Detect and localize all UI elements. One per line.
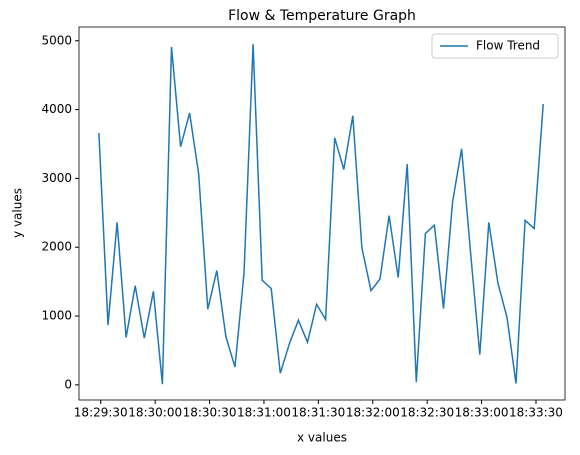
y-tick-label: 1000 xyxy=(41,309,72,323)
x-tick-label: 18:32:30 xyxy=(400,406,454,420)
y-tick-label: 2000 xyxy=(41,240,72,254)
y-tick-label: 4000 xyxy=(41,102,72,116)
x-tick-label: 18:29:30 xyxy=(74,406,128,420)
axes-frame xyxy=(78,26,566,401)
y-tick-label: 5000 xyxy=(41,33,72,47)
x-tick-label: 18:31:30 xyxy=(291,406,345,420)
x-tick-label: 18:33:00 xyxy=(455,406,509,420)
x-tick-label: 18:33:30 xyxy=(509,406,563,420)
x-axis-label: x values xyxy=(297,431,347,445)
legend-label: Flow Trend xyxy=(476,39,540,53)
x-tick-label: 18:30:30 xyxy=(183,406,237,420)
y-axis-label: y values xyxy=(11,188,25,238)
y-tick-label: 0 xyxy=(64,377,72,391)
x-tick-label: 18:30:00 xyxy=(128,406,182,420)
series-line xyxy=(98,44,544,385)
x-tick-label: 18:31:00 xyxy=(237,406,291,420)
legend-box xyxy=(431,33,559,59)
x-tick-label: 18:32:00 xyxy=(346,406,400,420)
y-tick-label: 3000 xyxy=(41,171,72,185)
chart-title: Flow & Temperature Graph xyxy=(228,8,416,24)
